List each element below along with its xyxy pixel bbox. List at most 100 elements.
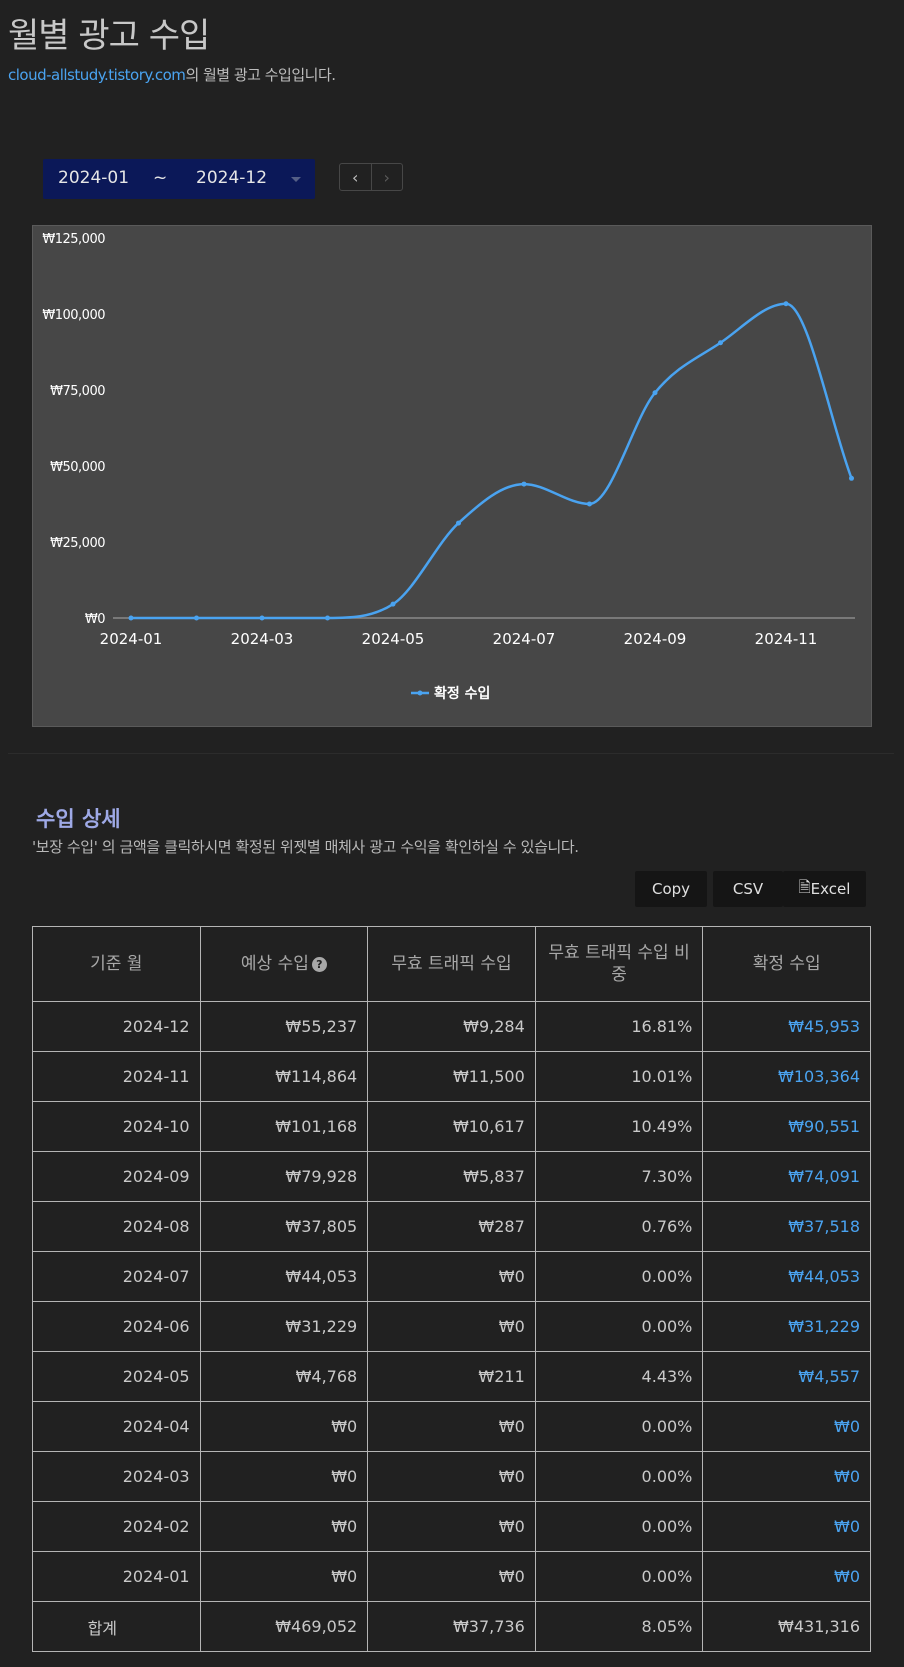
- cell-month: 2024-04: [32, 1401, 201, 1452]
- y-tick-label: ₩0: [85, 612, 105, 627]
- next-period-button[interactable]: ›: [372, 164, 403, 190]
- cell-invalid-traffic: ₩11,500: [367, 1051, 536, 1102]
- table-row: 2024-07 ₩44,053 ₩0 0.00% ₩44,053: [32, 1251, 871, 1302]
- cell-month: 2024-03: [32, 1451, 201, 1502]
- table-header-row: 기준 월 예상 수입? 무효 트래픽 수입 무효 트래픽 수입 비중 확정 수입: [32, 926, 871, 1002]
- table-row: 2024-10 ₩101,168 ₩10,617 10.49% ₩90,551: [32, 1101, 871, 1152]
- excel-file-icon: 🗎: [798, 877, 811, 896]
- cell-month: 2024-09: [32, 1151, 201, 1202]
- col-invalid-ratio[interactable]: 무효 트래픽 수입 비중: [534, 926, 704, 1002]
- col-month[interactable]: 기준 월: [32, 926, 201, 1002]
- date-from[interactable]: 2024-01: [58, 168, 130, 188]
- data-point: [521, 481, 527, 487]
- date-to[interactable]: 2024-12: [196, 168, 268, 188]
- x-tick-label: 2024-05: [362, 630, 425, 648]
- cell-month: 2024-11: [32, 1051, 201, 1102]
- data-point: [456, 520, 461, 526]
- total-cell-confirmed: ₩431,316: [702, 1601, 871, 1652]
- data-point: [390, 601, 396, 607]
- cell-confirmed[interactable]: ₩0: [702, 1501, 871, 1552]
- col-confirmed[interactable]: 확정 수입: [702, 926, 871, 1002]
- cell-confirmed[interactable]: ₩0: [702, 1401, 871, 1452]
- section-divider: [8, 753, 894, 754]
- data-point: [259, 615, 265, 621]
- detail-description: '보장 수입' 의 금액을 클릭하시면 확정된 위젯별 매체사 광고 수익을 확…: [32, 838, 579, 856]
- y-tick-label: ₩100,000: [42, 308, 105, 323]
- table-row: 2024-06 ₩31,229 ₩0 0.00% ₩31,229: [32, 1301, 871, 1352]
- x-tick-label: 2024-03: [231, 630, 294, 648]
- table-row: 2024-02 ₩0 ₩0 0.00% ₩0: [32, 1501, 871, 1552]
- cell-confirmed[interactable]: ₩0: [702, 1451, 871, 1502]
- cell-invalid-ratio: 7.30%: [534, 1151, 704, 1202]
- cell-confirmed[interactable]: ₩0: [702, 1551, 871, 1602]
- copy-button[interactable]: Copy: [635, 871, 707, 907]
- cell-confirmed[interactable]: ₩74,091: [702, 1151, 871, 1202]
- chevron-left-icon: ‹: [352, 167, 359, 187]
- cell-confirmed[interactable]: ₩31,229: [702, 1301, 871, 1352]
- data-point: [849, 475, 854, 481]
- page-title: 월별 광고 수입: [8, 16, 210, 56]
- cell-invalid-ratio: 0.00%: [534, 1301, 704, 1352]
- cell-confirmed[interactable]: ₩103,364: [702, 1051, 871, 1102]
- cell-confirmed[interactable]: ₩45,953: [702, 1001, 871, 1052]
- cell-confirmed[interactable]: ₩90,551: [702, 1101, 871, 1152]
- cell-estimated: ₩114,864: [199, 1051, 369, 1102]
- table-row: 2024-11 ₩114,864 ₩11,500 10.01% ₩103,364: [32, 1051, 871, 1102]
- y-tick-label: ₩75,000: [50, 384, 105, 399]
- cell-estimated: ₩44,053: [199, 1251, 369, 1302]
- data-point: [325, 615, 330, 621]
- cell-invalid-traffic: ₩0: [367, 1251, 536, 1302]
- cell-estimated: ₩0: [199, 1401, 369, 1452]
- cell-invalid-traffic: ₩0: [367, 1401, 536, 1452]
- col-estimated[interactable]: 예상 수입?: [199, 926, 369, 1002]
- cell-month: 2024-02: [32, 1501, 201, 1552]
- cell-invalid-ratio: 0.76%: [534, 1201, 704, 1252]
- total-cell-estimated: ₩469,052: [199, 1601, 369, 1652]
- cell-estimated: ₩0: [199, 1501, 369, 1552]
- chevron-right-icon: ›: [383, 167, 390, 187]
- cell-invalid-ratio: 4.43%: [534, 1351, 704, 1402]
- col-invalid-traffic[interactable]: 무효 트래픽 수입: [367, 926, 536, 1002]
- prev-period-button[interactable]: ‹: [340, 164, 372, 190]
- cell-invalid-ratio: 0.00%: [534, 1451, 704, 1502]
- y-tick-label: ₩50,000: [50, 460, 105, 475]
- cell-invalid-ratio: 0.00%: [534, 1251, 704, 1302]
- revenue-chart-svg: ₩0 ₩25,000 ₩50,000 ₩75,000 ₩100,000 ₩125,000 2…: [42, 232, 855, 702]
- cell-invalid-ratio: 0.00%: [534, 1501, 704, 1552]
- excel-button[interactable]: 🗎 Excel: [783, 871, 866, 907]
- date-separator: ~: [153, 168, 168, 188]
- csv-button[interactable]: CSV: [713, 871, 783, 907]
- detail-title: 수입 상세: [36, 807, 121, 831]
- col-estimated-label: 예상 수입: [240, 954, 309, 974]
- cell-confirmed[interactable]: ₩4,557: [702, 1351, 871, 1402]
- data-point: [128, 615, 134, 621]
- data-point: [718, 340, 723, 346]
- cell-estimated: ₩55,237: [199, 1001, 369, 1052]
- data-point: [587, 501, 592, 507]
- date-range-picker[interactable]: 2024-01 ~ 2024-12: [43, 159, 315, 199]
- cell-invalid-traffic: ₩5,837: [367, 1151, 536, 1202]
- y-tick-label: ₩25,000: [50, 536, 105, 551]
- cell-estimated: ₩37,805: [199, 1201, 369, 1252]
- x-tick-label: 2024-09: [624, 630, 687, 648]
- cell-confirmed[interactable]: ₩37,518: [702, 1201, 871, 1252]
- cell-month: 2024-12: [32, 1001, 201, 1052]
- table-row: 2024-03 ₩0 ₩0 0.00% ₩0: [32, 1451, 871, 1502]
- cell-invalid-traffic: ₩0: [367, 1301, 536, 1352]
- site-link[interactable]: cloud-allstudy.tistory.com: [8, 66, 186, 84]
- cell-confirmed[interactable]: ₩44,053: [702, 1251, 871, 1302]
- help-icon[interactable]: ?: [311, 956, 327, 972]
- total-cell-invalid-ratio: 8.05%: [534, 1601, 704, 1652]
- page-subtitle: cloud-allstudy.tistory.com의 월별 광고 수입입니다.: [8, 64, 336, 85]
- cell-estimated: ₩4,768: [199, 1351, 369, 1402]
- cell-invalid-ratio: 10.49%: [534, 1101, 704, 1152]
- table-total-row: 합계 ₩469,052 ₩37,736 8.05% ₩431,316: [32, 1601, 871, 1652]
- data-point: [652, 390, 658, 396]
- table-row: 2024-12 ₩55,237 ₩9,284 16.81% ₩45,953: [32, 1001, 871, 1052]
- caret-down-icon[interactable]: [291, 177, 301, 182]
- subtitle-suffix: 의 월별 광고 수입입니다.: [185, 66, 336, 84]
- cell-month: 2024-01: [32, 1551, 201, 1602]
- excel-button-label: Excel: [810, 880, 851, 898]
- cell-estimated: ₩0: [199, 1551, 369, 1602]
- revenue-chart: ₩0 ₩25,000 ₩50,000 ₩75,000 ₩100,000 ₩125,000 2…: [32, 225, 872, 727]
